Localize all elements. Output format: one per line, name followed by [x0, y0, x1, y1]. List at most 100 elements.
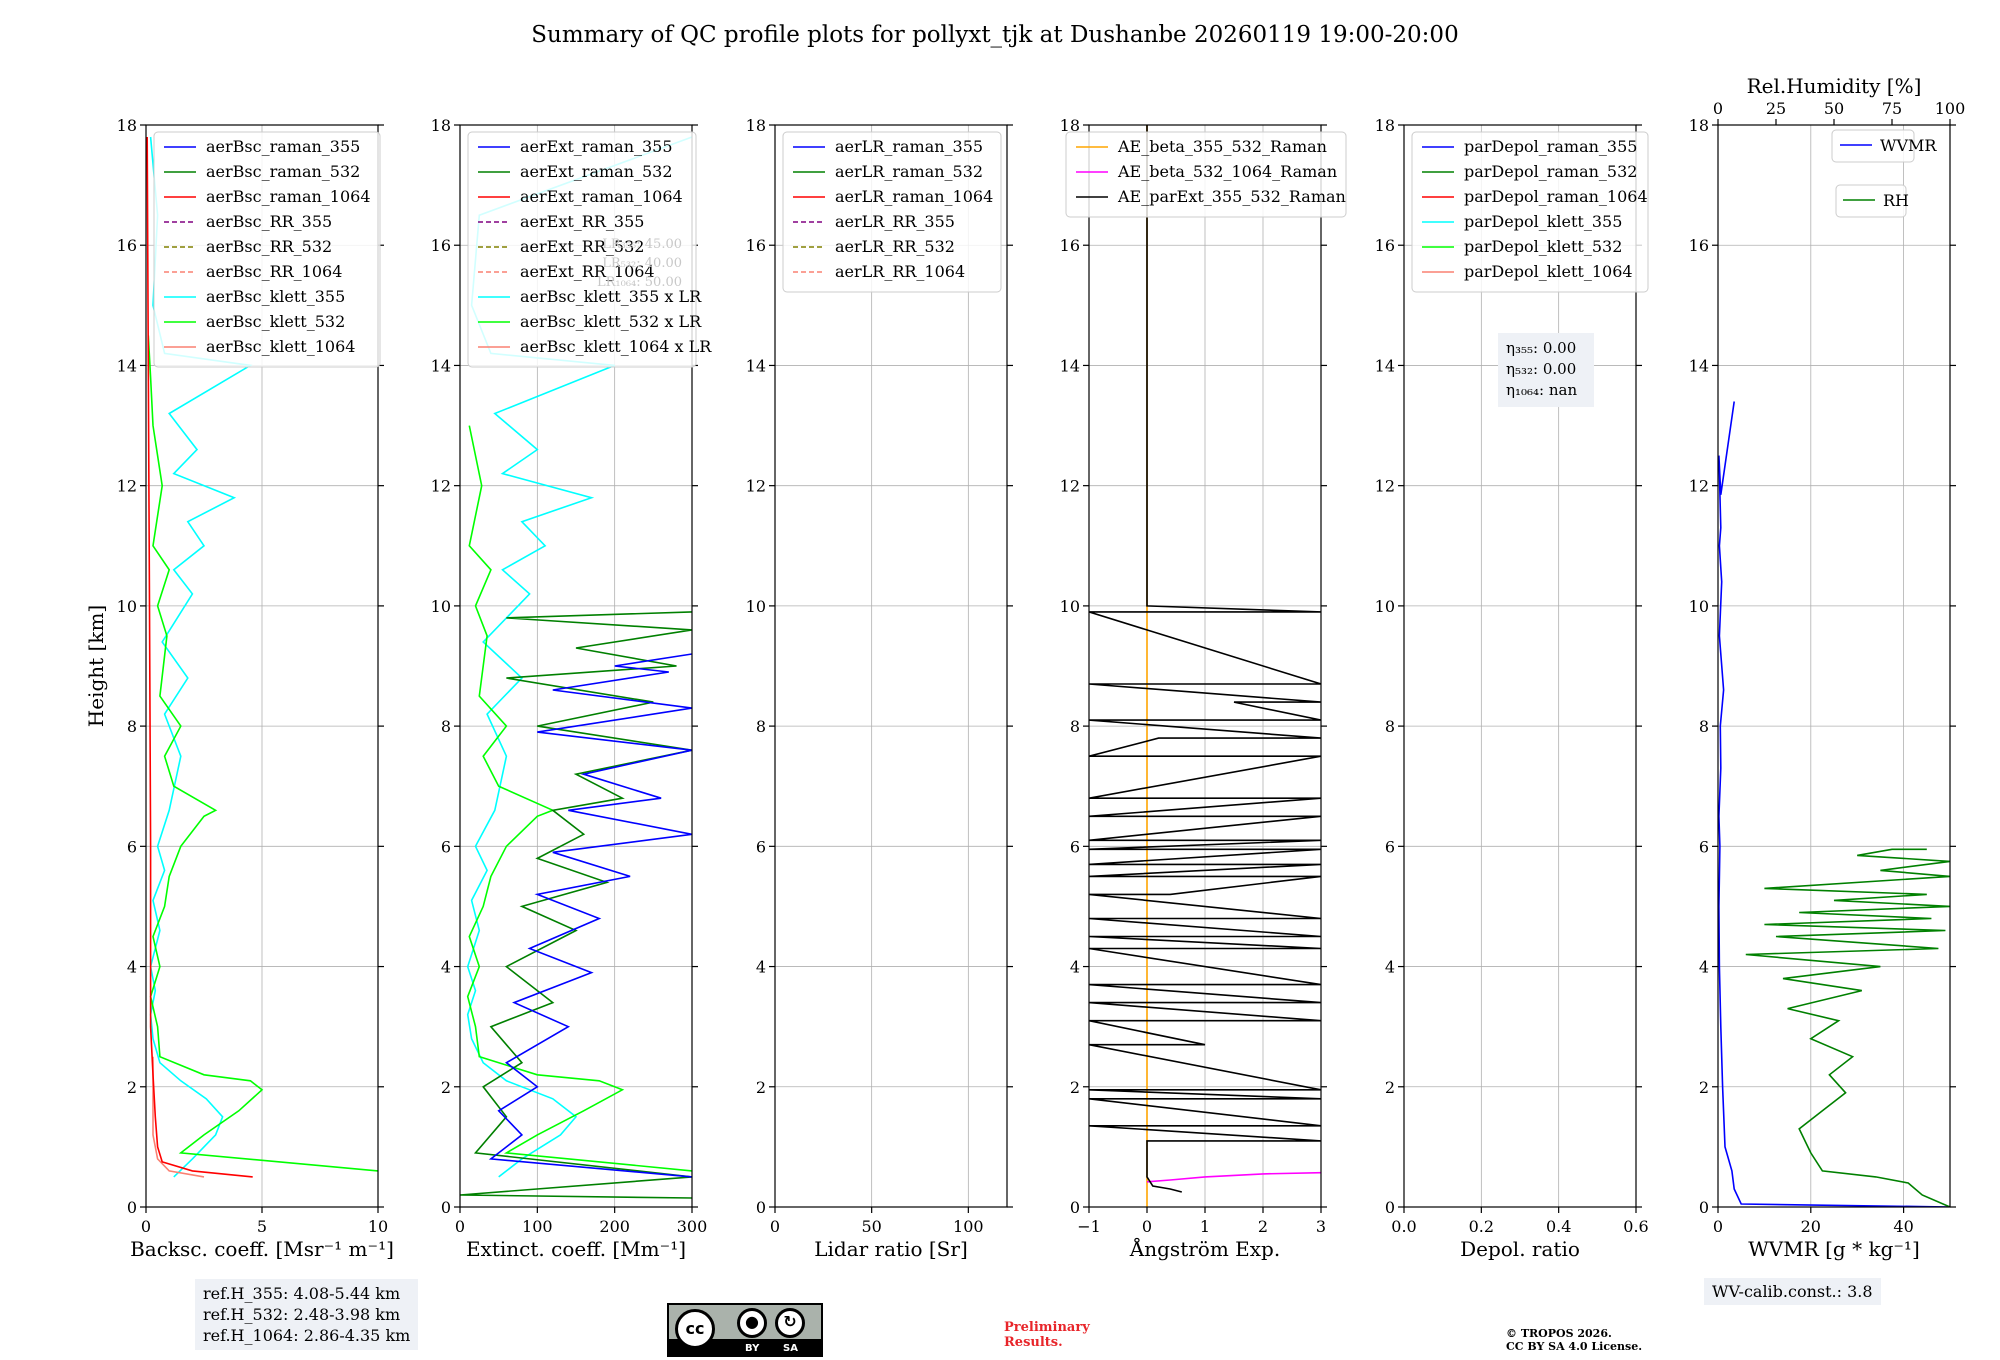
y-tick-label: 6 [1385, 837, 1395, 856]
panel-3 [769, 124, 1013, 1213]
y-tick-label: 4 [127, 958, 137, 977]
legend-label: aerExt_RR_1064 [520, 262, 655, 281]
x-tick-label: 5 [257, 1217, 267, 1236]
eta-box [1498, 333, 1594, 407]
y-tick-label: 12 [117, 477, 137, 496]
series-line-aerBsc_klett_532 x LR [466, 425, 692, 1172]
legend-label: aerLR_RR_1064 [835, 262, 965, 281]
y-tick-label: 16 [746, 236, 766, 255]
series-line-AE_parExt_355_532_Raman [1089, 125, 1321, 1193]
x-tick-label: 0.4 [1546, 1217, 1571, 1236]
series-line-aerBsc_klett_355 [149, 136, 253, 1178]
y-tick-label: 14 [117, 356, 137, 375]
by-person-icon: ● [737, 1308, 767, 1338]
axes-frame [1717, 124, 1951, 1208]
cc-by-label: BY [745, 1343, 760, 1354]
legend-label: aerBsc_raman_532 [206, 162, 360, 181]
legend-label: aerBsc_klett_1064 [206, 337, 355, 356]
legend-label: AE_beta_355_532_Raman [1117, 137, 1327, 156]
x-tick-label: 10 [368, 1217, 388, 1236]
axes-frame [1403, 124, 1637, 1208]
y-tick-label: 16 [1689, 236, 1709, 255]
y-tick-label: 4 [1385, 958, 1395, 977]
x-tick-label: 2 [1258, 1217, 1268, 1236]
y-tick-label: 6 [1699, 837, 1709, 856]
top-x-axis-label: Rel.Humidity [%] [1747, 74, 1922, 98]
series-line-WVMR [1718, 401, 1950, 1207]
eta-label: η₁₀₆₄: nan [1506, 381, 1577, 399]
legend-label: aerBsc_klett_355 [206, 287, 345, 306]
y-tick-label: 0 [441, 1198, 451, 1217]
legend-label: aerExt_raman_355 [520, 137, 673, 156]
x-tick-label: 0 [1713, 1217, 1723, 1236]
preliminary-note: Preliminary Results. [1004, 1320, 1090, 1350]
x-tick-label: 0 [455, 1217, 465, 1236]
x-tick-label: 0 [770, 1217, 780, 1236]
y-tick-label: 8 [1385, 717, 1395, 736]
legend-box-rh [1835, 184, 1907, 218]
y-tick-label: 14 [1060, 356, 1080, 375]
x-tick-label: 20 [1801, 1217, 1821, 1236]
wv-calibration-box: WV-calib.const.: 3.8 [1704, 1278, 1881, 1305]
panel-6 [1712, 119, 1956, 1213]
y-tick-label: 16 [431, 236, 451, 255]
legend-label: aerBsc_RR_355 [206, 212, 332, 231]
y-tick-label: 18 [431, 116, 451, 135]
legend-box [1065, 131, 1347, 218]
x-axis-label: Extinct. coeff. [Mm⁻¹] [466, 1237, 686, 1261]
y-tick-label: 10 [117, 597, 137, 616]
legend-label: WVMR [1880, 136, 1937, 155]
y-tick-label: 10 [1689, 597, 1709, 616]
top-x-tick-label: 100 [1935, 99, 1966, 118]
y-tick-label: 4 [1699, 958, 1709, 977]
legend-label: parDepol_raman_355 [1464, 137, 1637, 156]
x-axis-label: Depol. ratio [1460, 1237, 1580, 1261]
legend-label: aerBsc_klett_532 [206, 312, 345, 331]
y-tick-label: 12 [1689, 477, 1709, 496]
series-line-aerBsc_raman_1064 [146, 136, 253, 1178]
y-tick-label: 2 [756, 1078, 766, 1097]
series-line-AE_beta_532_1064_Raman [1146, 1171, 1321, 1183]
y-tick-label: 12 [431, 477, 451, 496]
legend-box-wvmr [1831, 129, 1915, 163]
x-tick-label: 50 [861, 1217, 881, 1236]
legend-label: parDepol_raman_532 [1464, 162, 1637, 181]
preliminary-line-2: Results. [1004, 1335, 1063, 1350]
series-line-aerBsc_klett_1064 [152, 1056, 205, 1178]
legend-label: aerExt_raman_532 [520, 162, 673, 181]
top-x-tick-label: 50 [1824, 99, 1844, 118]
legend-label: aerExt_RR_355 [520, 212, 644, 231]
x-tick-label: 0.6 [1623, 1217, 1648, 1236]
lr-annotation: LR₅₃₂: 40.00 [602, 256, 682, 271]
cc-by-sa-license-badge[interactable]: cc ● ↻ BY SA [667, 1303, 823, 1357]
legend-label: aerBsc_klett_1064 x LR [520, 337, 712, 356]
top-x-tick-label: 25 [1766, 99, 1786, 118]
axes-frame [459, 124, 693, 1208]
y-axis-label: Height [km] [84, 605, 108, 727]
lr-annotation: LR₁₀₆₄: 50.00 [597, 275, 682, 290]
y-tick-label: 0 [756, 1198, 766, 1217]
x-tick-label: 100 [522, 1217, 553, 1236]
x-tick-label: 300 [677, 1217, 708, 1236]
legend-label: aerExt_raman_1064 [520, 187, 683, 206]
series-line-RH [1745, 848, 1950, 1207]
y-tick-label: 12 [746, 477, 766, 496]
y-tick-label: 6 [441, 837, 451, 856]
legend-label: aerBsc_RR_532 [206, 237, 332, 256]
series-line-aerBsc_klett_355 x LR [466, 136, 692, 1178]
y-tick-label: 2 [1699, 1078, 1709, 1097]
legend-label: parDepol_klett_355 [1464, 212, 1622, 231]
y-tick-label: 18 [1060, 116, 1080, 135]
x-tick-label: 40 [1893, 1217, 1913, 1236]
x-axis-label: Ångström Exp. [1129, 1236, 1280, 1261]
legend-label: aerLR_raman_1064 [835, 187, 993, 206]
legend-label: aerBsc_RR_1064 [206, 262, 342, 281]
y-tick-label: 16 [117, 236, 137, 255]
x-tick-label: 0.2 [1469, 1217, 1494, 1236]
legend-label: aerLR_RR_355 [835, 212, 955, 231]
y-tick-label: 18 [117, 116, 137, 135]
y-tick-label: 4 [441, 958, 451, 977]
y-tick-label: 10 [1375, 597, 1395, 616]
eta-label: η₃₅₅: 0.00 [1506, 339, 1576, 357]
y-tick-label: 14 [746, 356, 766, 375]
